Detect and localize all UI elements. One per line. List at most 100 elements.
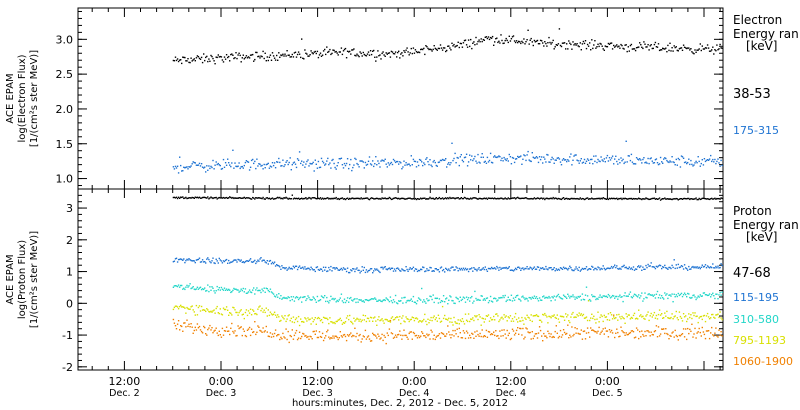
- data-point: [465, 269, 468, 271]
- data-point: [452, 329, 454, 332]
- data-point: [493, 315, 495, 318]
- data-point: [268, 56, 271, 58]
- data-point: [256, 331, 258, 333]
- data-point: [416, 318, 419, 320]
- data-point: [363, 197, 365, 200]
- data-point: [214, 63, 216, 65]
- data-point: [565, 296, 567, 298]
- data-point: [216, 305, 218, 308]
- data-point: [604, 269, 606, 271]
- data-point: [568, 198, 570, 200]
- data-point: [646, 197, 648, 200]
- data-point: [374, 334, 376, 336]
- data-point: [423, 318, 425, 321]
- data-point: [355, 301, 357, 304]
- data-point: [471, 332, 473, 335]
- data-point: [373, 198, 375, 200]
- data-point: [331, 52, 333, 55]
- data-point: [315, 52, 317, 55]
- data-point: [667, 44, 669, 47]
- data-point: [613, 266, 615, 268]
- data-point: [550, 197, 552, 199]
- data-point: [489, 295, 492, 298]
- data-point: [456, 267, 458, 269]
- data-point: [216, 198, 218, 200]
- data-point: [677, 199, 679, 201]
- y-tick-label: -2: [62, 361, 73, 374]
- data-point: [385, 297, 387, 299]
- data-point: [191, 260, 193, 262]
- data-point: [600, 331, 602, 334]
- data-point: [276, 335, 278, 337]
- data-point: [657, 265, 660, 267]
- data-point: [243, 164, 245, 167]
- data-point: [545, 335, 547, 337]
- data-point: [532, 267, 534, 269]
- data-point: [351, 299, 353, 301]
- data-point: [490, 37, 493, 39]
- data-point: [674, 164, 676, 166]
- data-point: [539, 267, 542, 269]
- data-point: [232, 260, 234, 263]
- data-point: [248, 57, 251, 59]
- data-point: [372, 50, 374, 52]
- data-point: [721, 318, 723, 321]
- data-point: [705, 330, 708, 332]
- data-point: [635, 317, 638, 319]
- data-point: [591, 197, 593, 199]
- data-point: [475, 268, 477, 271]
- data-point: [207, 196, 209, 198]
- data-point: [314, 333, 316, 335]
- data-point: [383, 197, 385, 200]
- data-point: [679, 315, 682, 318]
- data-point: [495, 38, 497, 40]
- data-point: [196, 55, 199, 57]
- data-point: [424, 335, 426, 337]
- data-point: [296, 198, 299, 200]
- data-point: [219, 334, 221, 336]
- data-point: [305, 299, 307, 302]
- data-point: [574, 316, 576, 318]
- data-point: [363, 266, 365, 269]
- data-point: [549, 161, 551, 163]
- data-point: [197, 306, 200, 309]
- data-point: [474, 155, 476, 158]
- data-point: [405, 49, 407, 51]
- data-point: [377, 269, 379, 271]
- data-point: [388, 52, 391, 54]
- data-point: [245, 55, 248, 57]
- data-point: [243, 291, 245, 293]
- data-point: [363, 301, 365, 303]
- data-point: [627, 198, 629, 200]
- data-point: [681, 265, 684, 268]
- data-point: [500, 159, 502, 162]
- data-point: [250, 291, 253, 294]
- data-point: [297, 337, 300, 339]
- data-point: [341, 323, 344, 325]
- data-point: [338, 158, 340, 160]
- data-point: [604, 327, 606, 329]
- data-point: [209, 197, 211, 199]
- data-point: [353, 317, 355, 319]
- data-point: [421, 268, 423, 271]
- data-point: [500, 335, 502, 337]
- data-point: [388, 328, 391, 330]
- data-point: [280, 295, 282, 297]
- data-point: [231, 314, 233, 316]
- data-point: [195, 259, 198, 261]
- data-point: [356, 197, 358, 199]
- data-point: [193, 311, 195, 313]
- data-point: [328, 198, 330, 200]
- data-point: [648, 319, 650, 322]
- data-point: [253, 197, 255, 199]
- data-point: [325, 198, 327, 200]
- data-point: [187, 286, 189, 288]
- data-point: [505, 315, 507, 317]
- data-point: [598, 45, 600, 48]
- data-point: [309, 197, 311, 199]
- data-point: [237, 165, 239, 167]
- data-point: [417, 51, 420, 53]
- data-point: [486, 270, 489, 272]
- data-point: [465, 44, 468, 46]
- data-point: [627, 295, 629, 297]
